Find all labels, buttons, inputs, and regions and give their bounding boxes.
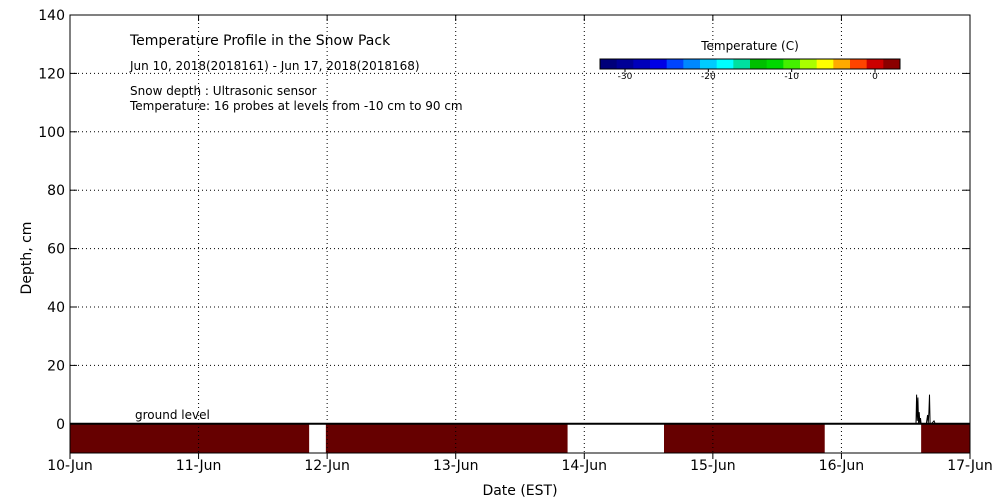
- date-range: Jun 10, 2018(2018161) - Jun 17, 2018(201…: [129, 59, 420, 73]
- colorbar-swatch-3: [650, 59, 668, 69]
- colorbar: Temperature (C) -30 -20 -10 0: [599, 39, 901, 82]
- plot-frame: [69, 14, 971, 454]
- colorbar-swatch-4: [666, 59, 684, 69]
- colorbar-tick-label-1: -20: [701, 72, 716, 82]
- y-tick-label-5: 100: [38, 125, 65, 141]
- colorbar-swatch-2: [633, 59, 651, 69]
- y-tick-label-3: 60: [47, 242, 65, 258]
- chart-title: Temperature Profile in the Snow Pack: [129, 33, 391, 49]
- colorbar-swatch-1: [616, 59, 634, 69]
- temperature-band-1: [325, 423, 568, 453]
- x-tick-label-7: 17-Jun: [947, 458, 993, 474]
- colorbar-ticks: -30 -20 -10 0: [618, 69, 878, 82]
- colorbar-swatch-0: [600, 59, 618, 69]
- y-tick-label-7: 140: [38, 8, 65, 24]
- snow-depth-line: [841, 394, 970, 425]
- info-line-1: Snow depth : Ultrasonic sensor: [130, 84, 317, 98]
- colorbar-swatch-11: [783, 59, 801, 69]
- colorbar-swatch-5: [683, 59, 701, 69]
- grid-lines: [70, 15, 970, 453]
- y-axis-title: Depth, cm: [19, 222, 35, 295]
- x-tick-label-2: 12-Jun: [304, 458, 350, 474]
- colorbar-tick-label-2: -10: [784, 72, 799, 82]
- temperature-band-2: [664, 423, 825, 453]
- colorbar-swatch-9: [750, 59, 768, 69]
- ground-level-label: ground level: [135, 408, 210, 422]
- y-tick-label-6: 120: [38, 66, 65, 82]
- colorbar-swatch-12: [800, 59, 818, 69]
- colorbar-swatch-14: [833, 59, 851, 69]
- colorbar-swatch-16: [866, 59, 884, 69]
- colorbar-title: Temperature (C): [700, 39, 799, 53]
- x-axis-ticks: 10-Jun 11-Jun 12-Jun 13-Jun 14-Jun 15-Jun 16-J…: [47, 15, 993, 474]
- info-line-2: Temperature: 16 probes at levels from -1…: [129, 99, 463, 113]
- x-tick-label-6: 16-Jun: [819, 458, 865, 474]
- colorbar-tick-label-0: -30: [618, 72, 633, 82]
- x-tick-label-5: 15-Jun: [690, 458, 736, 474]
- colorbar-swatch-15: [850, 59, 868, 69]
- y-tick-label-1: 20: [47, 358, 65, 374]
- colorbar-tick-label-3: 0: [872, 72, 878, 82]
- y-tick-label-0: 0: [56, 417, 65, 433]
- colorbar-swatch-17: [883, 59, 901, 69]
- colorbar-swatches: [600, 59, 901, 69]
- colorbar-swatch-13: [816, 59, 834, 69]
- x-tick-label-0: 10-Jun: [47, 458, 93, 474]
- colorbar-swatch-8: [733, 59, 751, 69]
- y-tick-label-2: 40: [47, 300, 65, 316]
- y-tick-label-4: 80: [47, 183, 65, 199]
- temperature-band-3: [921, 423, 970, 453]
- colorbar-swatch-6: [700, 59, 718, 69]
- temperature-bands: [70, 423, 970, 453]
- colorbar-swatch-10: [766, 59, 784, 69]
- y-axis-ticks: 0 20 40 60 80 100 120 140: [38, 8, 970, 433]
- x-tick-label-4: 14-Jun: [562, 458, 608, 474]
- x-axis-title: Date (EST): [482, 483, 557, 499]
- colorbar-frame: [599, 58, 901, 70]
- colorbar-swatch-7: [716, 59, 734, 69]
- temperature-band-0: [70, 423, 310, 453]
- x-tick-label-3: 13-Jun: [433, 458, 479, 474]
- x-tick-label-1: 11-Jun: [176, 458, 222, 474]
